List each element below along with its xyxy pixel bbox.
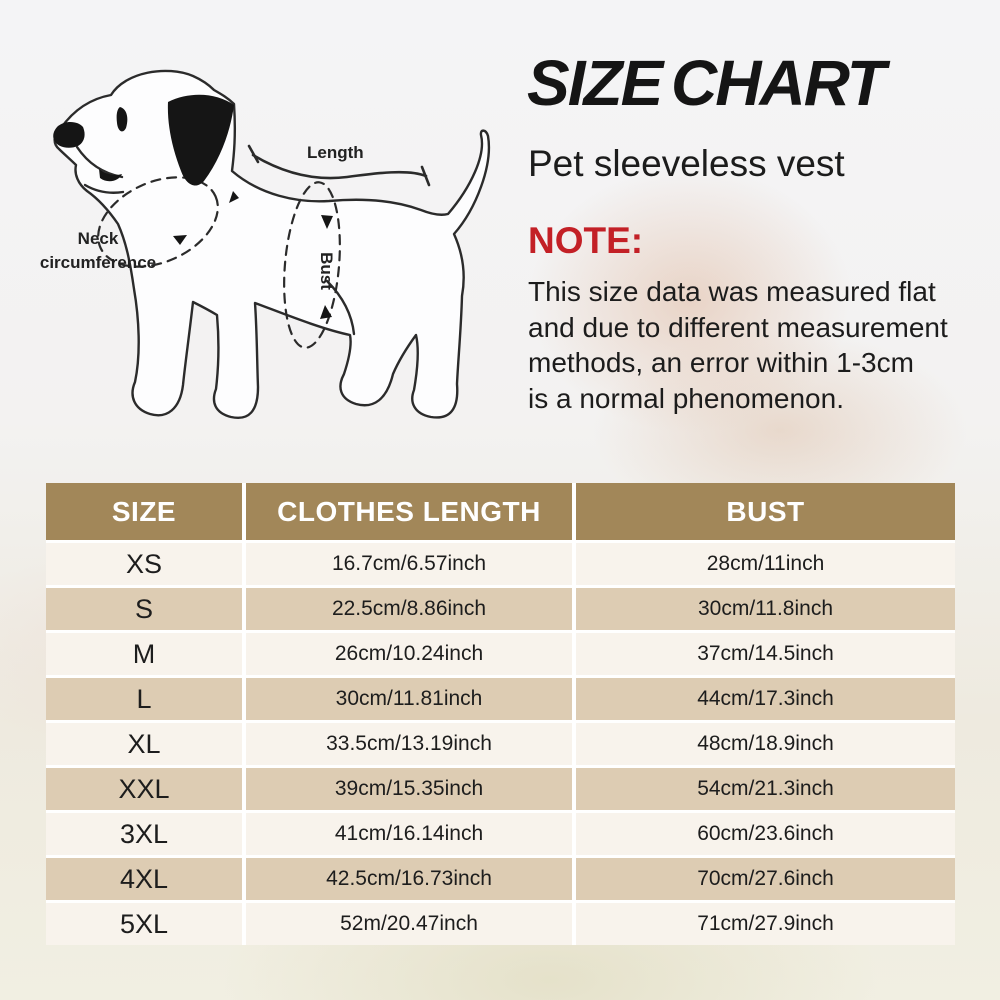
- table-cell: 22.5cm/8.86inch: [246, 588, 572, 630]
- table-cell: XS: [46, 543, 242, 585]
- dog-illustration: [53, 69, 491, 420]
- table-cell: 37cm/14.5inch: [576, 633, 955, 675]
- table-cell: 39cm/15.35inch: [246, 768, 572, 810]
- dog-jaw-line: [83, 183, 125, 194]
- table-cell: 41cm/16.14inch: [246, 813, 572, 855]
- bust-label: Bust: [317, 252, 336, 290]
- note-heading: NOTE:: [528, 220, 644, 261]
- column-header-bust: BUST: [576, 483, 955, 540]
- table-cell: 28cm/11inch: [576, 543, 955, 585]
- note-line: methods, an error within 1-3cm: [528, 347, 914, 378]
- neck-upper-arrowhead: [229, 191, 239, 203]
- table-cell: 52m/20.47inch: [246, 903, 572, 945]
- length-tick-end: [420, 165, 431, 187]
- neck-label-line1: Neck: [77, 229, 119, 248]
- note-line: and due to different measurement: [528, 311, 948, 343]
- measurement-length-arc: [251, 153, 428, 180]
- column-header-length: CLOTHES LENGTH: [246, 483, 572, 540]
- table-cell: 4XL: [46, 858, 242, 900]
- dog-tongue: [99, 169, 122, 182]
- size-table: SIZE CLOTHES LENGTH BUST XS 16.7cm/6.57i…: [46, 483, 955, 945]
- table-cell: 71cm/27.9inch: [576, 903, 955, 945]
- table-cell: 44cm/17.3inch: [576, 678, 955, 720]
- table-cell: XL: [46, 723, 242, 765]
- measurement-bust-ellipse: [283, 181, 341, 349]
- note-line: This size data was measured flat: [528, 276, 936, 307]
- table-cell: 33.5cm/13.19inch: [246, 723, 572, 765]
- dog-nose: [53, 121, 85, 148]
- neck-label-line2: circumference: [39, 253, 157, 272]
- table-cell: M: [46, 633, 242, 675]
- table-cell: S: [46, 588, 242, 630]
- page-subtitle: Pet sleeveless vest: [528, 143, 845, 184]
- length-tick-start: [247, 144, 260, 164]
- table-cell: 42.5cm/16.73inch: [246, 858, 572, 900]
- neck-circumference-label: Neck circumference: [18, 227, 178, 275]
- bust-down-arrowhead: [321, 215, 333, 229]
- column-header-size: SIZE: [46, 483, 242, 540]
- dog-ear: [167, 94, 234, 186]
- table-cell: 54cm/21.3inch: [576, 768, 955, 810]
- table-cell: 30cm/11.81inch: [246, 678, 572, 720]
- table-cell: L: [46, 678, 242, 720]
- dog-eye: [116, 107, 128, 132]
- page-title: SIZE CHART: [527, 47, 886, 119]
- table-cell: 30cm/11.8inch: [576, 588, 955, 630]
- table-cell: 5XL: [46, 903, 242, 945]
- table-cell: XXL: [46, 768, 242, 810]
- neck-arrowhead: [173, 235, 187, 245]
- dog-thigh-line: [325, 279, 356, 336]
- table-cell: 3XL: [46, 813, 242, 855]
- dog-body-outline: [53, 69, 491, 420]
- bust-up-arrowhead: [320, 305, 332, 319]
- measurement-neck-ellipse: [97, 176, 219, 268]
- table-cell: 60cm/23.6inch: [576, 813, 955, 855]
- table-cell: 48cm/18.9inch: [576, 723, 955, 765]
- table-cell: 70cm/27.6inch: [576, 858, 955, 900]
- length-label: Length: [307, 143, 364, 162]
- table-cell: 26cm/10.24inch: [246, 633, 572, 675]
- table-cell: 16.7cm/6.57inch: [246, 543, 572, 585]
- note-line: is a normal phenomenon.: [528, 382, 844, 414]
- note-paragraph: This size data was measured flat and due…: [528, 274, 948, 416]
